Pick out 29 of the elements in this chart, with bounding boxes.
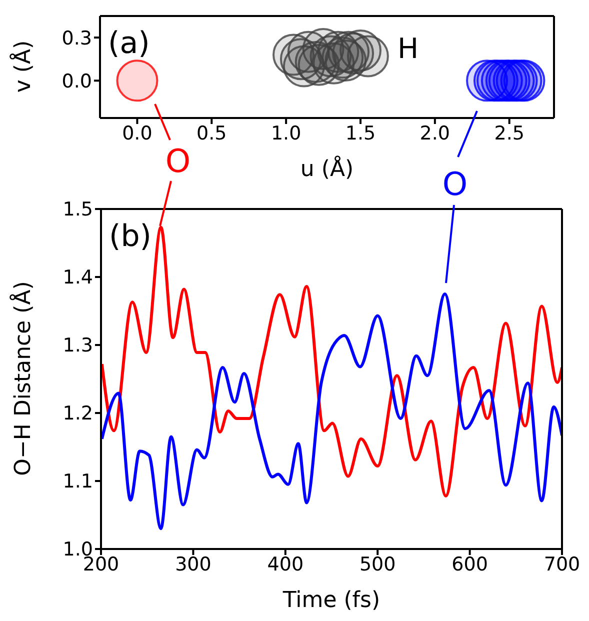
x-tick-label: 0.5: [196, 122, 227, 144]
x-tick-label: 1.0: [270, 122, 302, 144]
line-series: [101, 292, 562, 530]
y-tick-label: 1.3: [62, 334, 93, 357]
x-tick-label: 1.5: [345, 122, 376, 144]
annotation: (a): [108, 26, 150, 61]
legend-label: O: [442, 165, 468, 203]
y-tick-label: 1.5: [62, 198, 93, 221]
y-axis-title: v (Å): [9, 40, 36, 93]
point: [116, 60, 158, 102]
y-tick-label: 1.2: [62, 402, 93, 425]
y-tick-label: 1.4: [62, 266, 93, 289]
y-tick-label: 0.0: [62, 70, 92, 92]
annotation: (b): [109, 219, 152, 254]
x-axis-title: Time (fs): [282, 588, 380, 613]
y-tick-label: 0.3: [62, 27, 92, 50]
series-label: H: [397, 32, 419, 65]
legend-label: O: [165, 142, 191, 180]
x-tick-label: 400: [267, 553, 304, 576]
x-tick-label: 0.0: [122, 122, 152, 144]
x-axis-title: u (Å): [300, 155, 354, 182]
x-tick-label: 600: [452, 553, 488, 576]
x-tick-label: 2.0: [420, 122, 450, 144]
x-tick-label: 300: [175, 553, 212, 576]
x-tick-label: 500: [359, 553, 396, 576]
y-axis-title: O−H Distance (Å): [9, 281, 36, 476]
x-tick-label: 2.5: [494, 122, 524, 144]
y-tick-label: 1.1: [62, 470, 93, 493]
x-tick-label: 700: [544, 553, 580, 576]
